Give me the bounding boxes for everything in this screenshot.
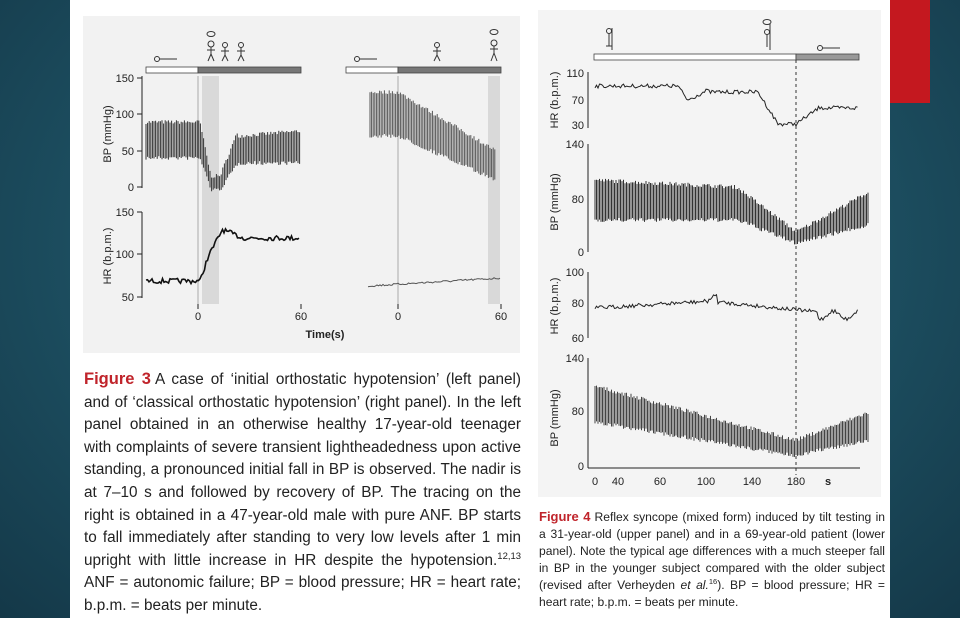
hr-tick: 50 [122, 292, 134, 304]
figure4-caption-etal: et al. [675, 578, 709, 593]
hr-tick: 100 [116, 249, 134, 261]
bp-tick: 80 [572, 406, 584, 418]
lying-icon [154, 56, 177, 62]
bp-axis-label: BP (mmHg) [102, 105, 114, 162]
bp-tick: 0 [578, 461, 584, 473]
x-tick: 40 [612, 476, 624, 488]
figure3-caption-abbrev: ANF = autonomic failure; BP = blood pres… [84, 574, 521, 614]
figure4-axes [587, 72, 860, 469]
tilt-table-icon [606, 28, 613, 50]
bp-tick: 140 [566, 353, 584, 365]
bp-tick: 150 [116, 73, 134, 85]
lying-icon [354, 56, 377, 62]
supine-bar [795, 53, 860, 61]
hr-axis-label: HR (b.p.m.) [549, 278, 561, 335]
bp-tick: 50 [122, 146, 134, 158]
hr-trace [594, 83, 858, 128]
bp-axis-label: BP (mmHg) [549, 389, 561, 446]
upright-bar [197, 66, 302, 74]
x-tick: 180 [787, 476, 805, 488]
figure4-svg: 110 70 30 140 80 0 100 80 60 140 80 0 0 … [549, 19, 869, 488]
figure4-label: Figure 4 [539, 509, 591, 524]
standing-icon [433, 42, 441, 62]
nadir-zone [202, 76, 219, 304]
supine-bar [345, 66, 399, 74]
hr-trace [145, 227, 300, 286]
hr-tick: 80 [572, 298, 584, 310]
bp-tick: 140 [566, 139, 584, 151]
figure3-caption-text: A case of ‘initial orthostatic hypotensi… [84, 371, 521, 569]
standing-icon [237, 42, 245, 62]
lying-icon [817, 45, 840, 51]
figure3-axes [137, 76, 502, 309]
time-tick: 60 [295, 311, 307, 323]
bp-tick: 100 [116, 109, 134, 121]
hr-axis-label: HR (b.p.m.) [102, 228, 114, 285]
figure4-citation: 16 [708, 577, 718, 587]
time-tick: 0 [195, 311, 201, 323]
x-tick: 0 [592, 476, 598, 488]
x-tick: 140 [743, 476, 761, 488]
figure3-label: Figure 3 [84, 370, 151, 388]
x-tick: 100 [697, 476, 715, 488]
accent-tab [890, 0, 930, 103]
hr-tick: 70 [572, 95, 584, 107]
figure3-plot: 150 100 50 0 150 100 50 0 60 0 60 Time(s… [83, 16, 520, 353]
figure3-traces [145, 90, 501, 288]
fainting-icon [762, 19, 772, 50]
supine-bar [145, 66, 199, 74]
time-tick: 60 [495, 311, 507, 323]
figure3-posture-icons [154, 29, 499, 62]
figure3-svg: 150 100 50 0 150 100 50 0 60 0 60 Time(s… [102, 29, 507, 341]
bp-tick: 0 [128, 182, 134, 194]
nadir-zone [488, 76, 500, 304]
figure4-caption: Figure 4 Reflex syncope (mixed form) indu… [539, 508, 885, 612]
figure4-traces [594, 83, 869, 457]
figure3-citation: 12,13 [497, 550, 521, 562]
time-axis-label: Time(s) [306, 329, 345, 341]
hr-tick: 100 [566, 267, 584, 279]
bp-tick: 80 [572, 194, 584, 206]
x-unit: s [825, 476, 831, 488]
hr-tick: 110 [566, 68, 584, 80]
hr-tick: 60 [572, 333, 584, 345]
bp-axis-label: BP (mmHg) [549, 173, 561, 230]
bp-tick: 0 [578, 247, 584, 259]
hr-trace [594, 293, 858, 322]
hr-tick: 150 [116, 207, 134, 219]
hr-axis-label: HR (b.p.m.) [549, 72, 561, 129]
dizzy-standing-icon [206, 31, 216, 62]
hr-tick: 30 [572, 120, 584, 132]
figure4-plot: 110 70 30 140 80 0 100 80 60 140 80 0 0 … [538, 10, 881, 497]
dizzy-standing-icon [489, 29, 499, 62]
upright-bar [397, 66, 502, 74]
time-tick: 0 [395, 311, 401, 323]
figure4-caption-abbrev: ). BP = blood pressure; HR = heart rate;… [539, 578, 885, 610]
tilt-bar [593, 53, 797, 61]
x-tick: 60 [654, 476, 666, 488]
figure4-posture-icons [606, 19, 840, 51]
figure4-caption-text: Reflex syncope (mixed form) induced by t… [539, 510, 885, 593]
hr-trace [367, 277, 501, 288]
standing-icon [221, 42, 229, 62]
